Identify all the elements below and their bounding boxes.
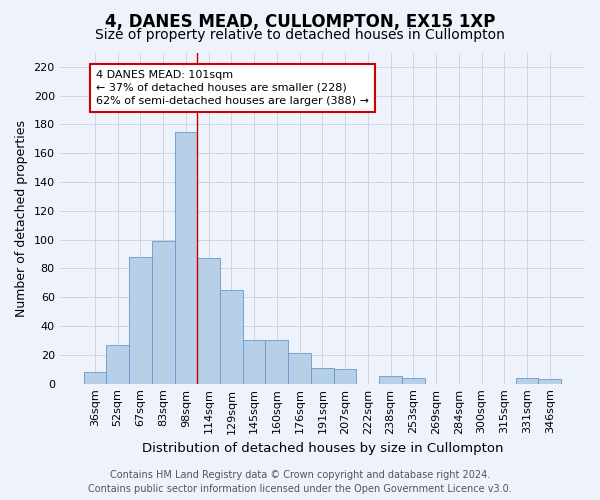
Bar <box>515 378 538 384</box>
Bar <box>265 340 288 384</box>
Bar <box>152 241 175 384</box>
X-axis label: Distribution of detached houses by size in Cullompton: Distribution of detached houses by size … <box>142 442 503 455</box>
Bar <box>402 378 425 384</box>
Bar <box>311 368 334 384</box>
Bar <box>243 340 265 384</box>
Bar <box>197 258 220 384</box>
Text: 4 DANES MEAD: 101sqm
← 37% of detached houses are smaller (228)
62% of semi-deta: 4 DANES MEAD: 101sqm ← 37% of detached h… <box>96 70 369 106</box>
Bar <box>106 345 129 384</box>
Bar <box>129 257 152 384</box>
Bar <box>175 132 197 384</box>
Text: Contains HM Land Registry data © Crown copyright and database right 2024.
Contai: Contains HM Land Registry data © Crown c… <box>88 470 512 494</box>
Bar <box>288 354 311 384</box>
Bar <box>220 290 243 384</box>
Bar <box>538 380 561 384</box>
Text: 4, DANES MEAD, CULLOMPTON, EX15 1XP: 4, DANES MEAD, CULLOMPTON, EX15 1XP <box>105 12 495 30</box>
Text: Size of property relative to detached houses in Cullompton: Size of property relative to detached ho… <box>95 28 505 42</box>
Bar <box>379 376 402 384</box>
Bar <box>83 372 106 384</box>
Y-axis label: Number of detached properties: Number of detached properties <box>15 120 28 316</box>
Bar <box>334 370 356 384</box>
